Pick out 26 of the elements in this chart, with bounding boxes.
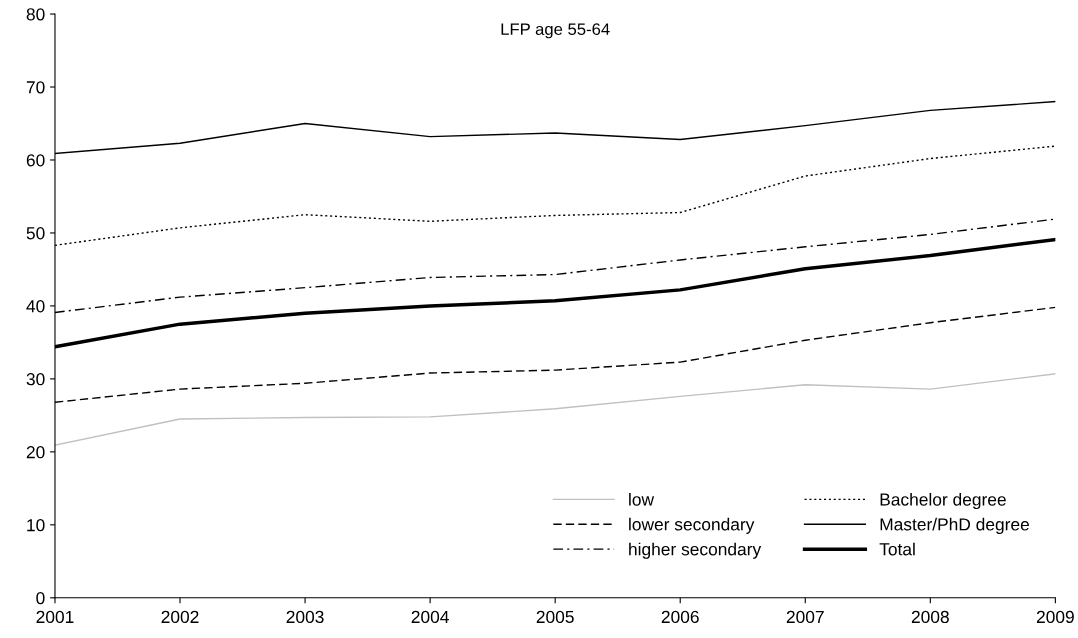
legend-label: Bachelor degree (880, 492, 1006, 510)
y-tick-label: 70 (26, 81, 45, 94)
x-tick-label: 2002 (161, 610, 199, 624)
legend-label: higher secondary (629, 542, 762, 559)
legend-label: Total (879, 542, 915, 556)
y-tick-label: 40 (26, 300, 45, 313)
legend-label: Master/PhD degree (880, 517, 1029, 534)
y-tick-label: 0 (36, 591, 45, 605)
y-tick-label: 20 (26, 446, 45, 459)
x-tick-label: 2003 (286, 610, 324, 624)
legend-label: lower secondary (629, 517, 755, 534)
x-tick-label: 2001 (36, 610, 74, 624)
x-tick-label: 2009 (1036, 610, 1074, 624)
y-tick-label: 80 (26, 8, 45, 21)
y-tick-label: 50 (26, 227, 45, 240)
x-tick-label: 2008 (911, 610, 949, 624)
line-series (54, 373, 1056, 446)
text: LFP age 55-64 (501, 23, 610, 39)
y-tick-label: 60 (26, 154, 45, 167)
x-tick-label: 2005 (536, 610, 574, 624)
y-tick-label: 10 (27, 519, 45, 532)
y-tick-label: 30 (26, 373, 45, 386)
legend-label: low (629, 492, 655, 506)
x-tick-label: 2007 (786, 610, 824, 624)
x-tick-label: 2006 (661, 610, 699, 624)
x-tick-label: 2004 (411, 610, 449, 624)
